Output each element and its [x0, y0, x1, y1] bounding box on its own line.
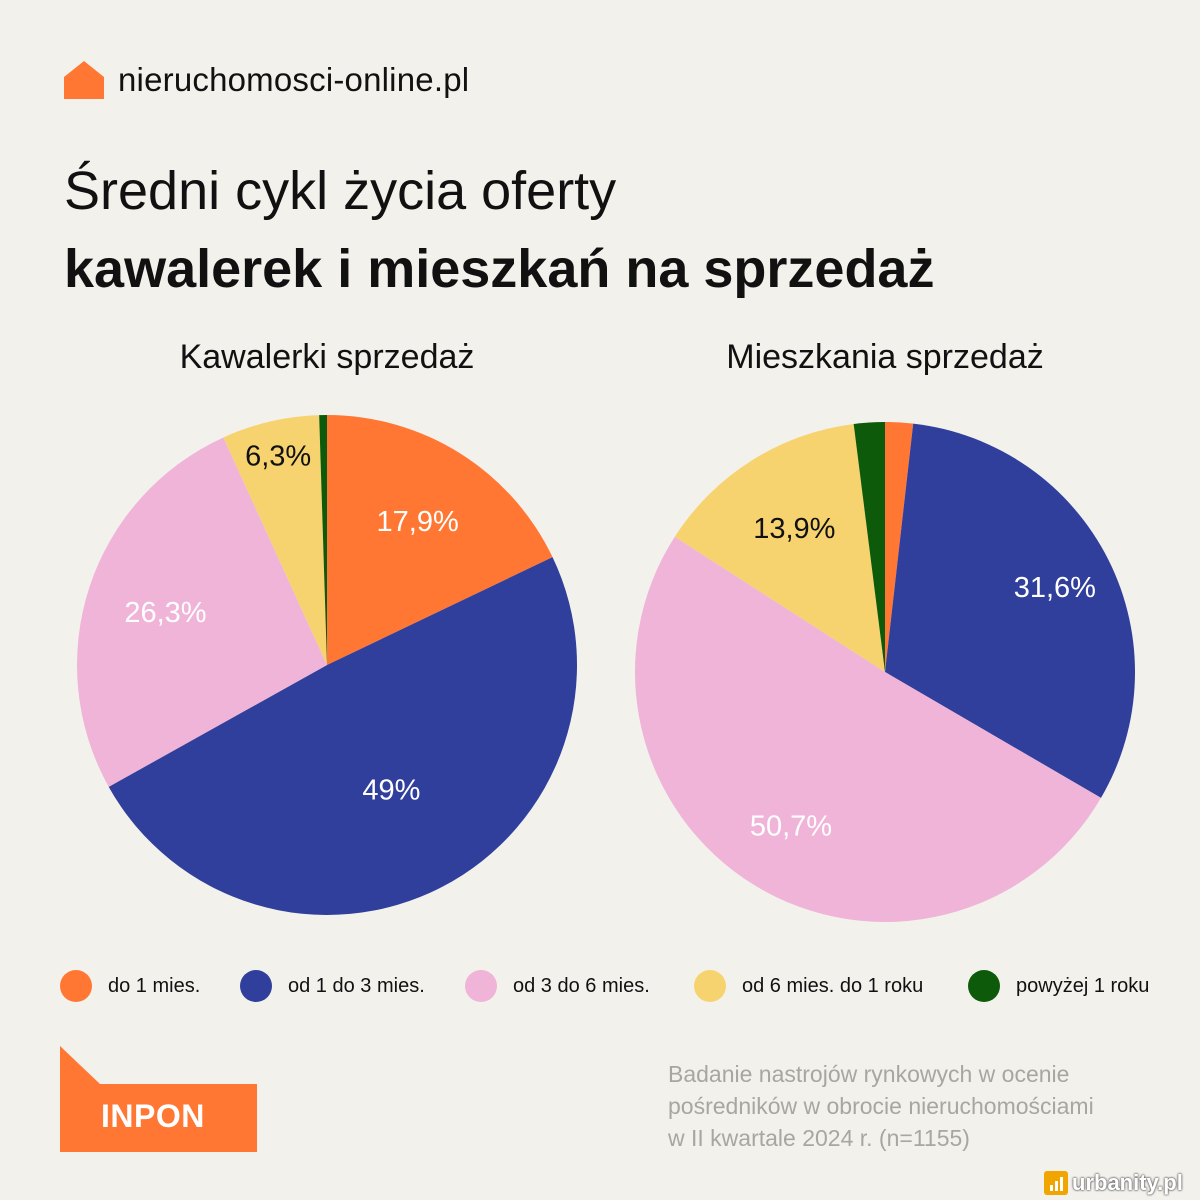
legend-label: od 6 mies. do 1 roku	[742, 974, 924, 997]
legend-item-do-1-mies: do 1 mies.	[60, 966, 200, 1006]
house-icon	[64, 61, 104, 99]
pie-slice-od-6-mies-do-1-roku	[674, 423, 885, 672]
page-title-line2: kawalerek i mieszkań na sprzedaż	[64, 239, 935, 299]
pie-slice-od-1-do-3-mies	[108, 557, 578, 916]
chart-title-mieszkania: Mieszkania sprzedaż	[726, 338, 1044, 376]
inpon-logo-text: INPON	[101, 1098, 205, 1134]
pie-data-label-od-6-mies-do-1-roku: 6,3%	[245, 441, 311, 473]
legend-label: do 1 mies.	[108, 974, 201, 997]
watermark: urbanity.pl	[1044, 1170, 1183, 1196]
brand: nieruchomosci-online.pl	[64, 60, 469, 100]
pie-slice-do-1-mies	[327, 415, 553, 665]
source-line: pośredników w obrocie nieruchomościami	[668, 1093, 1094, 1119]
page-title-line1: Średni cykl życia oferty	[64, 161, 617, 221]
bar-chart-icon	[1044, 1171, 1068, 1195]
pie-slice-do-1-mies	[885, 422, 914, 672]
source-line: Badanie nastrojów rynkowych w ocenie	[668, 1061, 1070, 1087]
legend-item-od-3-do-6-mies: od 3 do 6 mies.	[465, 966, 650, 1006]
pie-data-label-od-1-do-3-mies: 49%	[362, 774, 420, 806]
pie-slice-od-6-mies-do-1-roku	[223, 415, 327, 665]
legend-label: od 1 do 3 mies.	[288, 974, 425, 997]
pie-data-label-do-1-mies: 17,9%	[377, 506, 459, 538]
pie-slice-powyzej-1-roku	[853, 422, 885, 672]
watermark-text: urbanity.pl	[1072, 1170, 1183, 1195]
chart-title-kawalerki: Kawalerki sprzedaż	[179, 338, 475, 376]
legend-item-od-1-do-3-mies: od 1 do 3 mies.	[240, 966, 425, 1006]
legend-dot	[240, 970, 272, 1002]
pie-data-label-od-3-do-6-mies: 26,3%	[124, 597, 206, 629]
pie-slice-od-1-do-3-mies	[885, 423, 1135, 798]
pie-slice-od-3-do-6-mies	[635, 536, 1101, 922]
legend-dot	[60, 970, 92, 1002]
inpon-logo	[60, 1046, 257, 1152]
pie-slice-powyzej-1-roku	[319, 415, 327, 665]
pie-data-label-od-3-do-6-mies: 50,7%	[750, 810, 832, 842]
pie-data-label-od-6-mies-do-1-roku: 13,9%	[753, 513, 835, 545]
pie-data-label-od-1-do-3-mies: 31,6%	[1014, 572, 1096, 604]
legend-dot	[694, 970, 726, 1002]
legend-dot	[465, 970, 497, 1002]
legend: do 1 mies. od 1 do 3 mies. od 3 do 6 mie…	[60, 966, 1180, 1006]
brand-name: nieruchomosci-online.pl	[118, 61, 470, 98]
source-note: Badanie nastrojów rynkowych w ocenie poś…	[668, 1058, 1168, 1154]
source-line: w II kwartale 2024 r. (n=1155)	[668, 1125, 970, 1151]
legend-label: od 3 do 6 mies.	[513, 974, 650, 997]
legend-label: powyżej 1 roku	[1016, 974, 1150, 997]
legend-item-powyzej-1-roku: powyżej 1 roku	[968, 966, 1149, 1006]
legend-item-od-6-mies-do-1-roku: od 6 mies. do 1 roku	[694, 966, 923, 1006]
legend-dot	[968, 970, 1000, 1002]
pie-slice-od-3-do-6-mies	[76, 437, 327, 787]
